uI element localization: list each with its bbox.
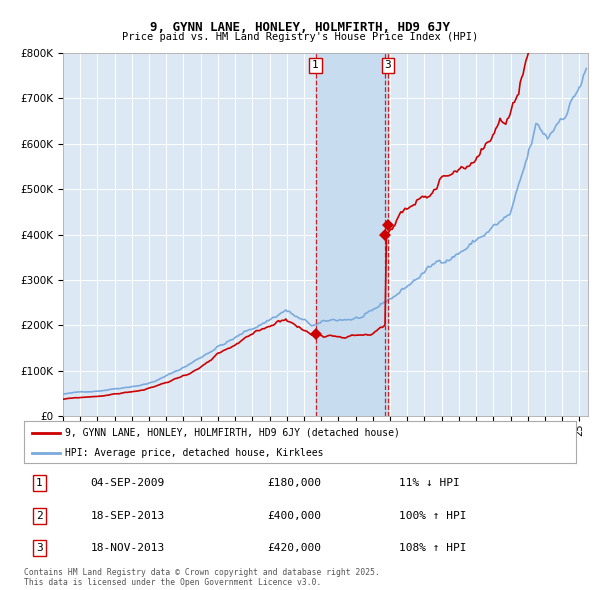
Text: 3: 3 bbox=[36, 543, 43, 553]
Text: 9, GYNN LANE, HONLEY, HOLMFIRTH, HD9 6JY: 9, GYNN LANE, HONLEY, HOLMFIRTH, HD9 6JY bbox=[150, 21, 450, 34]
Text: 2: 2 bbox=[36, 511, 43, 521]
Text: 18-SEP-2013: 18-SEP-2013 bbox=[90, 511, 164, 521]
Text: 100% ↑ HPI: 100% ↑ HPI bbox=[400, 511, 467, 521]
Text: 9, GYNN LANE, HONLEY, HOLMFIRTH, HD9 6JY (detached house): 9, GYNN LANE, HONLEY, HOLMFIRTH, HD9 6JY… bbox=[65, 428, 400, 438]
Text: £420,000: £420,000 bbox=[267, 543, 321, 553]
Text: 18-NOV-2013: 18-NOV-2013 bbox=[90, 543, 164, 553]
Text: £400,000: £400,000 bbox=[267, 511, 321, 521]
Text: 108% ↑ HPI: 108% ↑ HPI bbox=[400, 543, 467, 553]
Text: 3: 3 bbox=[385, 60, 391, 70]
Text: Contains HM Land Registry data © Crown copyright and database right 2025.
This d: Contains HM Land Registry data © Crown c… bbox=[24, 568, 380, 587]
Text: 1: 1 bbox=[312, 60, 319, 70]
Bar bbox=[316, 53, 388, 416]
Text: 1: 1 bbox=[36, 478, 43, 489]
Text: HPI: Average price, detached house, Kirklees: HPI: Average price, detached house, Kirk… bbox=[65, 448, 324, 457]
Text: £180,000: £180,000 bbox=[267, 478, 321, 489]
Text: Price paid vs. HM Land Registry's House Price Index (HPI): Price paid vs. HM Land Registry's House … bbox=[122, 32, 478, 42]
Text: 11% ↓ HPI: 11% ↓ HPI bbox=[400, 478, 460, 489]
Text: 04-SEP-2009: 04-SEP-2009 bbox=[90, 478, 164, 489]
